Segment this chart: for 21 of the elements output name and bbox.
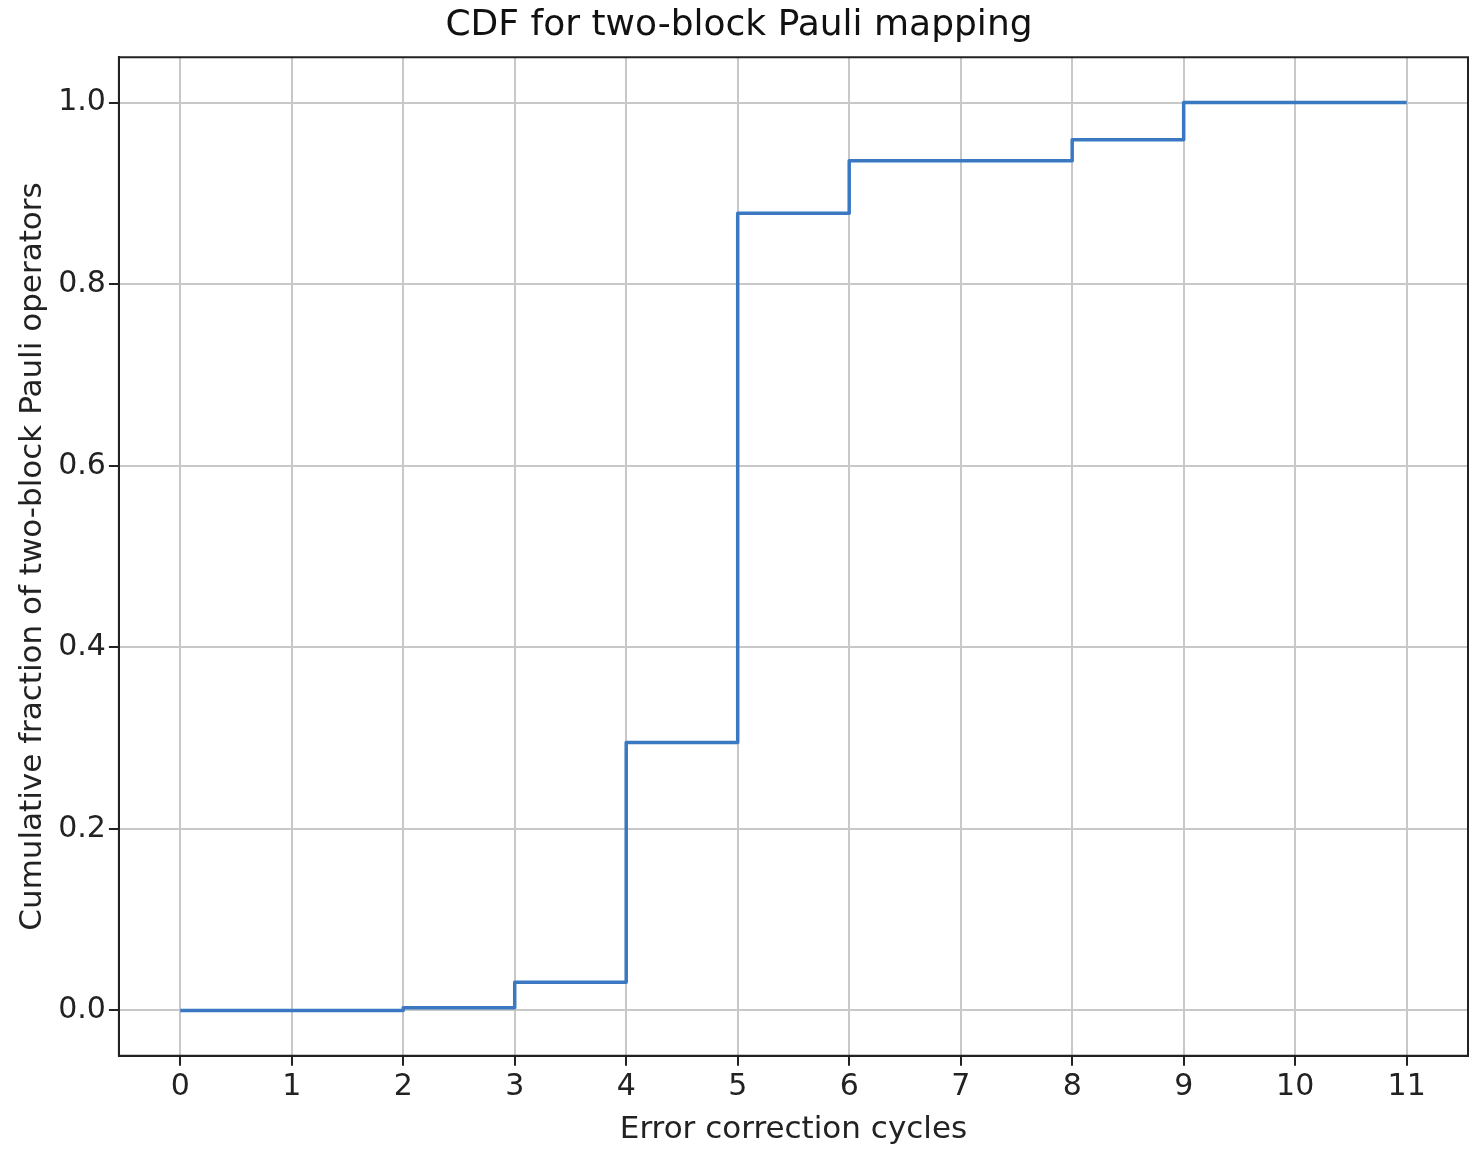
x-tick-label: 1 [282,1066,302,1102]
chart-title: CDF for two-block Pauli mapping [445,1,1033,43]
x-tick-label: 10 [1276,1066,1315,1102]
y-tick-label: 0.8 [58,263,106,299]
y-tick-label: 0.0 [58,990,106,1026]
x-tick-label: 7 [951,1066,971,1102]
y-tick-label: 0.4 [58,627,106,663]
x-tick-label: 3 [505,1066,525,1102]
x-tick-label: 6 [839,1066,859,1102]
y-axis-title: Cumulative fraction of two-block Pauli operators [11,182,48,931]
x-tick-label: 8 [1062,1066,1082,1102]
y-tick-label: 0.2 [58,808,106,844]
x-tick-label: 9 [1174,1066,1194,1102]
x-tick-label: 4 [616,1066,636,1102]
x-tick-label: 11 [1387,1066,1426,1102]
x-axis-title: Error correction cycles [619,1109,968,1146]
x-tick-label: 5 [728,1066,748,1102]
y-tick-label: 0.6 [58,445,106,481]
y-tick-label: 1.0 [58,82,106,118]
x-tick-label: 0 [170,1066,190,1102]
x-tick-label: 2 [393,1066,413,1102]
